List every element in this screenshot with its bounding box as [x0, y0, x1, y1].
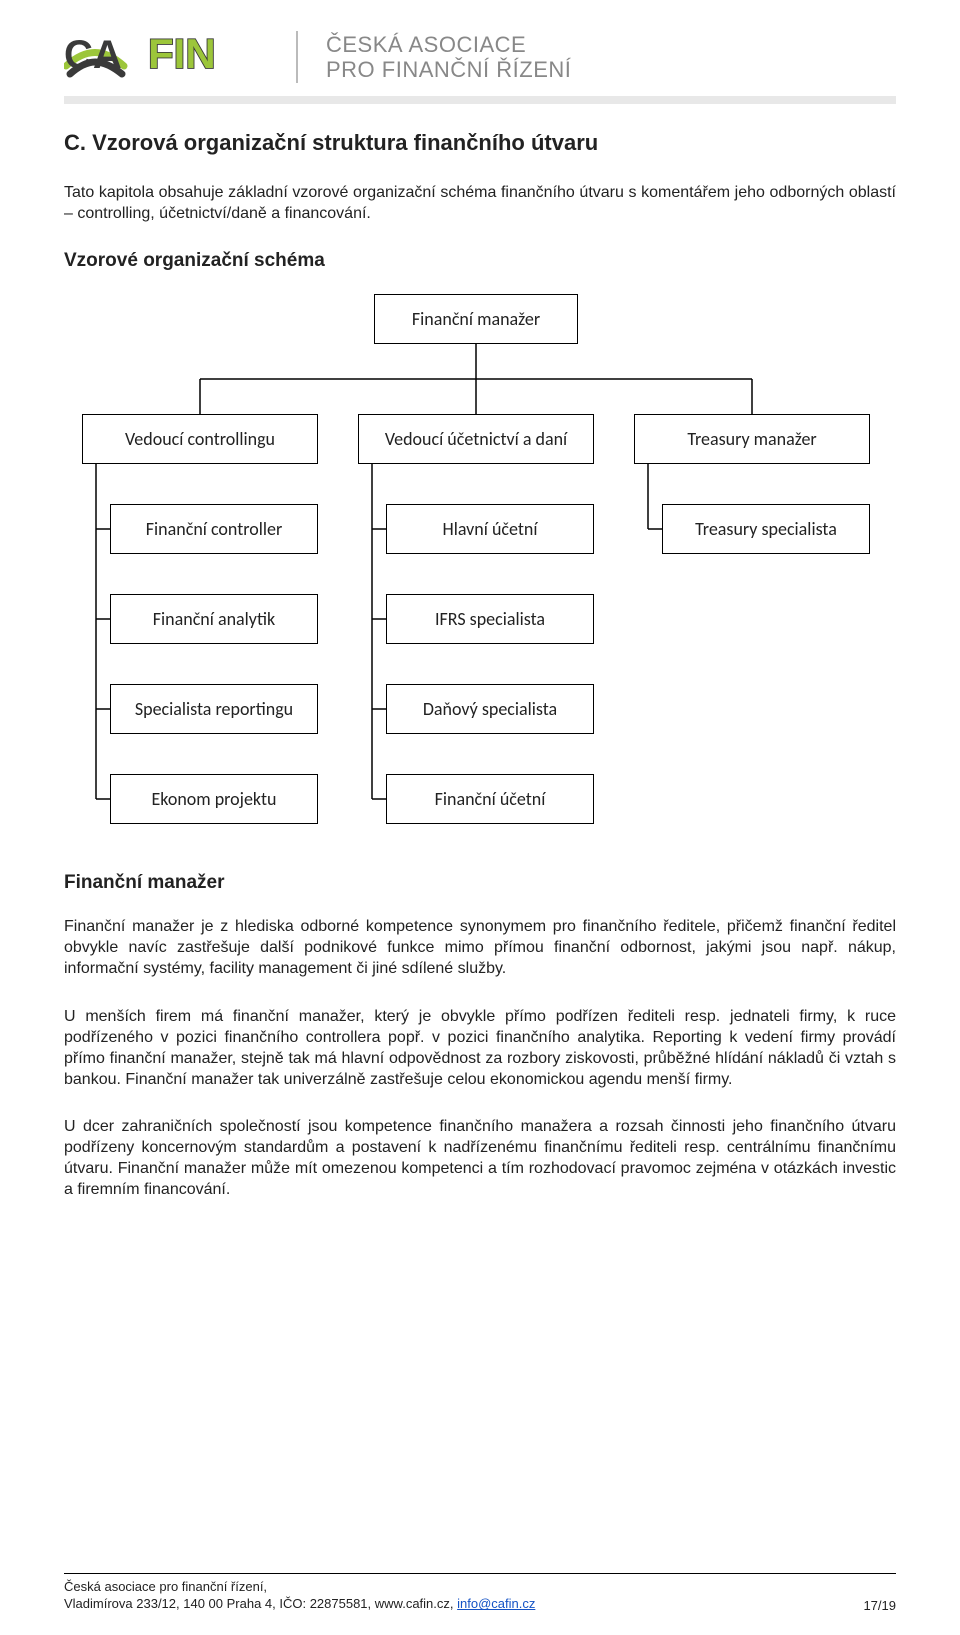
brand-line-1: ČESKÁ ASOCIACE	[326, 32, 571, 57]
header-rule	[64, 96, 896, 104]
cafin-logo: CA FIN	[64, 28, 274, 86]
header: CA FIN ČESKÁ ASOCIACE PRO FINANČNÍ ŘÍZEN…	[64, 28, 896, 86]
role-p1: Finanční manažer je z hlediska odborné k…	[64, 916, 896, 979]
role-p2: U menších firem má finanční manažer, kte…	[64, 1006, 896, 1090]
node-col2-1: IFRS specialista	[386, 594, 594, 644]
node-root: Finanční manažer	[374, 294, 578, 344]
footer-line-2: Vladimírova 233/12, 140 00 Praha 4, IČO:…	[64, 1595, 535, 1613]
intro-paragraph: Tato kapitola obsahuje základní vzorové …	[64, 182, 896, 224]
role-title: Finanční manažer	[64, 872, 896, 894]
node-manager-2: Treasury manažer	[634, 414, 870, 464]
svg-text:FIN: FIN	[148, 30, 216, 77]
brand-line-2: PRO FINANČNÍ ŘÍZENÍ	[326, 57, 571, 82]
node-manager-1: Vedoucí účetnictví a daní	[358, 414, 594, 464]
org-chart-lines	[60, 294, 892, 824]
role-p3: U dcer zahraničních společností jsou kom…	[64, 1116, 896, 1200]
node-col2-0: Hlavní účetní	[386, 504, 594, 554]
section-title: C. Vzorová organizační struktura finančn…	[64, 130, 896, 156]
schema-title: Vzorové organizační schéma	[64, 250, 896, 272]
node-col1-3: Ekonom projektu	[110, 774, 318, 824]
svg-text:CA: CA	[64, 33, 122, 77]
brand-text: ČESKÁ ASOCIACE PRO FINANČNÍ ŘÍZENÍ	[326, 32, 571, 83]
footer: Česká asociace pro finanční řízení, Vlad…	[64, 1573, 896, 1613]
node-col1-0: Finanční controller	[110, 504, 318, 554]
node-col2-2: Daňový specialista	[386, 684, 594, 734]
footer-email-link[interactable]: info@cafin.cz	[457, 1596, 535, 1611]
node-col2-3: Finanční účetní	[386, 774, 594, 824]
footer-address: Vladimírova 233/12, 140 00 Praha 4, IČO:…	[64, 1596, 457, 1611]
footer-text: Česká asociace pro finanční řízení, Vlad…	[64, 1578, 535, 1613]
org-chart: Finanční manažer Vedoucí controllingu Vedo…	[60, 294, 892, 824]
page: CA FIN ČESKÁ ASOCIACE PRO FINANČNÍ ŘÍZEN…	[0, 0, 960, 1635]
node-col1-2: Specialista reportingu	[110, 684, 318, 734]
footer-line-1: Česká asociace pro finanční řízení,	[64, 1578, 535, 1596]
node-col3-0: Treasury specialista	[662, 504, 870, 554]
page-number: 17/19	[863, 1598, 896, 1613]
brand-separator	[296, 31, 298, 83]
node-manager-0: Vedoucí controllingu	[82, 414, 318, 464]
node-col1-1: Finanční analytik	[110, 594, 318, 644]
